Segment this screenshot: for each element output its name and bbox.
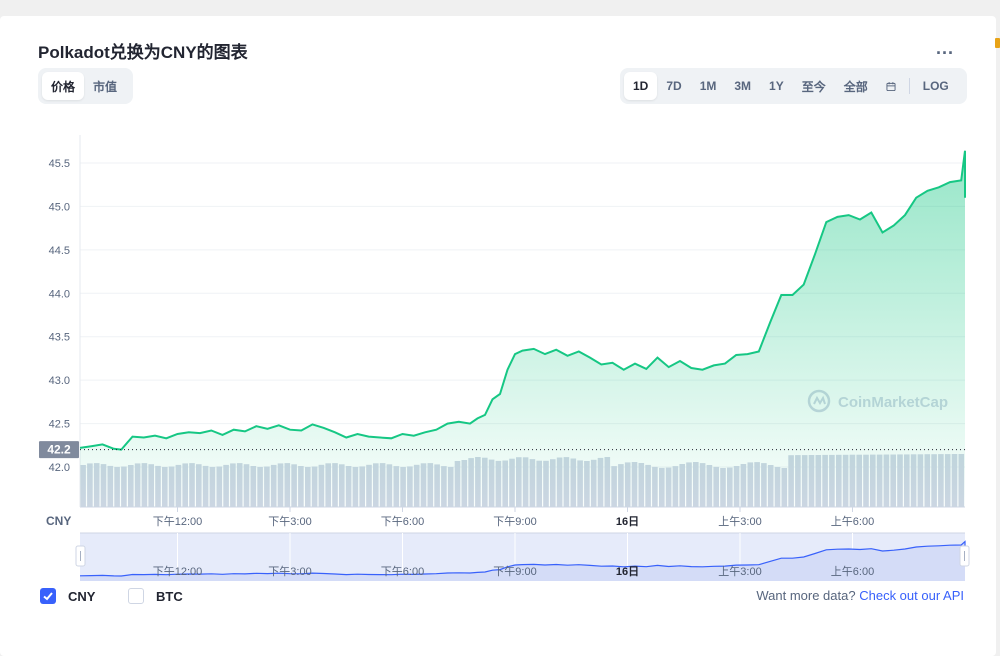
- log-scale-toggle[interactable]: LOG: [922, 79, 949, 93]
- legend-btc-label: BTC: [156, 588, 183, 604]
- edge-indicator: [995, 38, 1000, 48]
- legend-btc[interactable]: BTC: [128, 588, 183, 604]
- range-ytd[interactable]: 至今: [801, 79, 826, 94]
- chart-card: Polkadot兑换为CNY的图表 ...: [0, 16, 996, 656]
- range-1m[interactable]: 1M: [699, 79, 717, 93]
- more-data-promo: Want more data? Check out our API: [756, 588, 964, 603]
- metric-toggle: 价格 市值: [38, 68, 133, 104]
- tab-market-cap[interactable]: 市值: [93, 79, 118, 94]
- chart-title: Polkadot兑换为CNY的图表: [38, 43, 248, 62]
- more-data-text: Want more data?: [756, 588, 856, 603]
- range-all[interactable]: 全部: [843, 79, 868, 94]
- cny-checkbox[interactable]: [40, 588, 56, 604]
- range-3m[interactable]: 3M: [734, 79, 752, 93]
- range-toggle: 1D 7D 1M 3M 1Y 至今 全部 LOG: [620, 68, 967, 104]
- more-options-icon[interactable]: ...: [936, 38, 955, 58]
- legend-cny[interactable]: CNY: [40, 588, 95, 604]
- tab-price[interactable]: 价格: [42, 72, 85, 100]
- range-7d[interactable]: 7D: [666, 79, 682, 93]
- check-icon: [43, 592, 53, 601]
- range-1y[interactable]: 1Y: [769, 79, 784, 93]
- legend-cny-label: CNY: [68, 588, 96, 604]
- btc-checkbox[interactable]: [128, 588, 144, 604]
- range-1d[interactable]: 1D: [624, 72, 658, 100]
- api-link[interactable]: Check out our API: [859, 588, 964, 603]
- calendar-icon[interactable]: [877, 72, 905, 100]
- range-divider: [908, 78, 910, 94]
